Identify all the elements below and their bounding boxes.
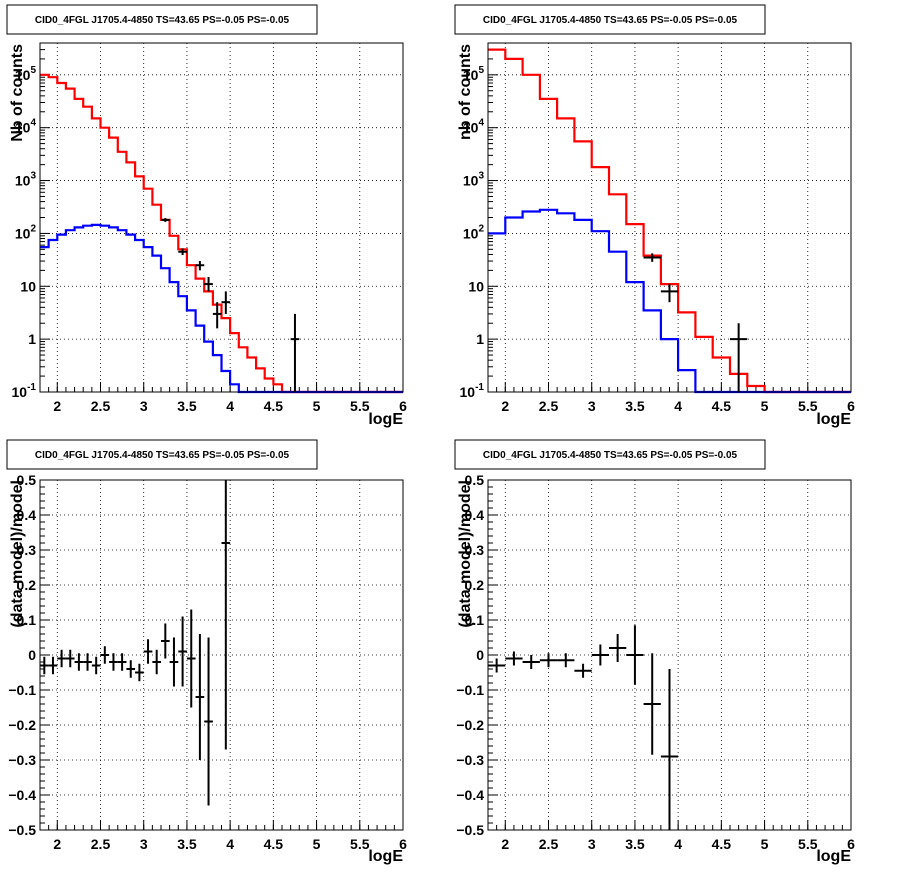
x-tick-label: 3.5 (177, 398, 197, 414)
y-tick-label: 0.5 (465, 472, 485, 488)
x-tick-label: 5.5 (798, 398, 818, 414)
x-tick-label: 6 (847, 836, 855, 852)
y-tick-label: 102 (15, 223, 37, 241)
y-tick-label: −0.4 (8, 787, 36, 803)
x-tick-label: 4.5 (712, 398, 732, 414)
y-tick-label: 0.3 (465, 542, 485, 558)
panel-title-box: CID0_4FGL J1705.4-4850 TS=43.65 PS=-0.05… (6, 4, 318, 35)
x-axis-label: logE (816, 848, 851, 865)
y-tick-label: 105 (15, 65, 37, 83)
x-tick-label: 3 (140, 836, 148, 852)
y-tick-label: 0.3 (17, 542, 37, 558)
x-tick-label: 5 (761, 398, 769, 414)
x-tick-label: 4.5 (264, 398, 284, 414)
x-tick-label: 4 (674, 398, 682, 414)
plot-frame (487, 42, 852, 393)
x-axis-label: logE (368, 848, 403, 865)
x-axis-label: logE (816, 411, 851, 428)
x-tick-label: 5 (761, 836, 769, 852)
y-axis-label: (data-model)/model (9, 480, 26, 628)
x-tick-label: 6 (847, 398, 855, 414)
y-tick-label: 0.5 (17, 472, 37, 488)
panel-residual-right: CID0_4FGL J1705.4-4850 TS=43.65 PS=-0.05… (454, 439, 855, 865)
x-tick-label: 3.5 (625, 836, 645, 852)
x-tick-label: 2.5 (91, 836, 111, 852)
x-tick-label: 2 (53, 836, 61, 852)
x-tick-label: 3.5 (177, 836, 197, 852)
x-tick-label: 4 (674, 836, 682, 852)
plot-area (40, 43, 403, 392)
y-tick-label: −0.3 (456, 752, 484, 768)
panel-title: CID0_4FGL J1705.4-4850 TS=43.65 PS=-0.05… (483, 450, 738, 461)
x-tick-label: 5 (313, 398, 321, 414)
y-tick-label: −0.2 (8, 717, 36, 733)
x-tick-label: 5 (313, 836, 321, 852)
y-tick-label: 10 (468, 278, 484, 294)
y-tick-label: −0.2 (456, 717, 484, 733)
x-tick-label: 2.5 (539, 836, 559, 852)
y-tick-label: −0.5 (456, 822, 484, 838)
y-tick-label: 1 (28, 331, 36, 347)
x-tick-label: 2.5 (539, 398, 559, 414)
y-tick-label: 10-1 (460, 382, 485, 400)
y-tick-label: −0.3 (8, 752, 36, 768)
panel-title: CID0_4FGL J1705.4-4850 TS=43.65 PS=-0.05… (35, 450, 290, 461)
x-tick-label: 5.5 (798, 836, 818, 852)
y-axis-label: Nb of counts (9, 44, 26, 142)
plot-frame (39, 479, 404, 831)
plot-area (488, 43, 851, 392)
x-tick-label: 4.5 (712, 836, 732, 852)
plot-frame (487, 479, 852, 831)
y-tick-label: 104 (15, 118, 37, 136)
panel-title-box: CID0_4FGL J1705.4-4850 TS=43.65 PS=-0.05… (6, 439, 318, 470)
y-tick-label: 103 (463, 171, 485, 189)
x-tick-label: 2 (501, 836, 509, 852)
y-tick-label: −0.1 (8, 682, 36, 698)
x-tick-label: 3.5 (625, 398, 645, 414)
y-tick-label: 0.1 (465, 612, 485, 628)
y-tick-label: 0.2 (17, 577, 37, 593)
panel-residual-left: CID0_4FGL J1705.4-4850 TS=43.65 PS=-0.05… (6, 439, 407, 865)
panel-counts-right: CID0_4FGL J1705.4-4850 TS=43.65 PS=-0.05… (454, 4, 855, 428)
x-axis-label: logE (368, 411, 403, 428)
x-tick-label: 2 (501, 398, 509, 414)
y-tick-label: 0 (476, 647, 484, 663)
y-tick-label: 104 (463, 118, 485, 136)
x-tick-label: 3 (140, 398, 148, 414)
x-tick-label: 2.5 (91, 398, 111, 414)
y-tick-label: 0.4 (17, 507, 37, 523)
y-tick-label: 0.4 (465, 507, 485, 523)
x-tick-label: 6 (399, 398, 407, 414)
x-tick-label: 4 (226, 836, 234, 852)
x-tick-label: 2 (53, 398, 61, 414)
y-tick-label: 103 (15, 171, 37, 189)
x-tick-label: 5.5 (350, 398, 370, 414)
x-tick-label: 3 (588, 398, 596, 414)
panel-title: CID0_4FGL J1705.4-4850 TS=43.65 PS=-0.05… (35, 15, 290, 26)
y-tick-label: 102 (463, 223, 485, 241)
x-tick-label: 3 (588, 836, 596, 852)
x-tick-label: 4.5 (264, 836, 284, 852)
x-tick-label: 6 (399, 836, 407, 852)
panel-counts-left: CID0_4FGL J1705.4-4850 TS=43.65 PS=-0.05… (6, 4, 407, 428)
panel-title-box: CID0_4FGL J1705.4-4850 TS=43.65 PS=-0.05… (454, 439, 766, 470)
y-tick-label: 0 (28, 647, 36, 663)
y-tick-label: 10-1 (12, 382, 37, 400)
y-axis-label: nb of counts (457, 44, 474, 140)
y-tick-label: 0.1 (17, 612, 37, 628)
y-tick-label: 0.2 (465, 577, 485, 593)
y-tick-label: 10 (20, 278, 36, 294)
y-tick-label: 1 (476, 331, 484, 347)
y-tick-label: −0.5 (8, 822, 36, 838)
y-tick-label: −0.4 (456, 787, 484, 803)
x-tick-label: 5.5 (350, 836, 370, 852)
y-tick-label: 105 (463, 65, 485, 83)
y-tick-label: −0.1 (456, 682, 484, 698)
panel-title: CID0_4FGL J1705.4-4850 TS=43.65 PS=-0.05… (483, 15, 738, 26)
panel-title-box: CID0_4FGL J1705.4-4850 TS=43.65 PS=-0.05… (454, 4, 766, 35)
x-tick-label: 4 (226, 398, 234, 414)
plot-frame (39, 42, 404, 393)
y-axis-label: (data-model)/model (457, 480, 474, 628)
